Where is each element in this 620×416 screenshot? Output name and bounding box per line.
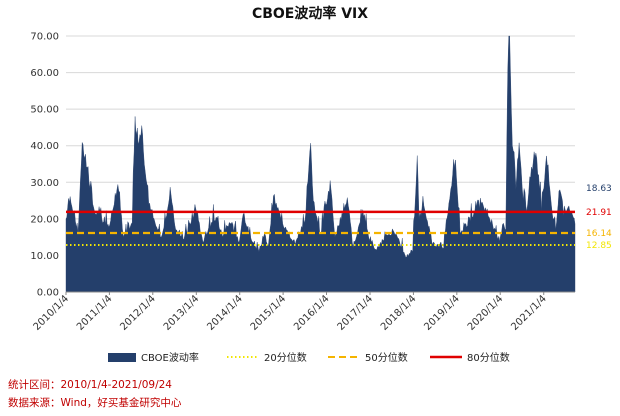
percentile-lines: [66, 210, 575, 247]
x-tick-label: 2012/1/4: [118, 293, 158, 333]
y-tick-label: 70.00: [30, 32, 59, 43]
end-labels: 18.63 21.91 16.14 12.85: [586, 184, 612, 251]
source-note: 数据来源：Wind，好买基金研究中心: [8, 397, 182, 409]
end-label: 16.14: [586, 229, 612, 239]
chart-title: CBOE波动率 VIX: [252, 5, 368, 22]
y-tick-label: 10.00: [30, 251, 59, 262]
y-tick-label: 30.00: [30, 178, 59, 189]
x-tick-label: 2021/1/4: [509, 293, 549, 333]
legend: CBOE波动率 20分位数 50分位数 80分位数: [108, 351, 510, 364]
y-tick-label: 50.00: [30, 105, 59, 116]
legend-item: 20分位数: [227, 351, 307, 364]
legend-label: 50分位数: [365, 351, 408, 364]
legend-item: 80分位数: [430, 351, 510, 364]
end-label: 18.63: [586, 184, 612, 194]
end-label: 21.91: [586, 208, 612, 218]
vix-area: [65, 35, 576, 293]
legend-swatch: [108, 353, 136, 362]
x-tick-label: 2011/1/4: [75, 293, 115, 333]
x-tick-label: 2020/1/4: [466, 293, 506, 333]
end-label: 12.85: [586, 241, 612, 251]
legend-item: CBOE波动率: [108, 351, 199, 364]
area-layer: [65, 35, 576, 293]
y-tick-label: 20.00: [30, 214, 59, 225]
y-tick-label: 0.00: [37, 288, 59, 299]
period-note: 统计区间：2010/1/4-2021/09/24: [8, 379, 172, 391]
legend-item: 50分位数: [328, 351, 408, 364]
legend-label: CBOE波动率: [141, 351, 199, 364]
x-tick-label: 2016/1/4: [292, 293, 332, 333]
y-tick-label: 40.00: [30, 141, 59, 152]
x-tick-label: 2019/1/4: [422, 293, 462, 333]
x-tick-label: 2014/1/4: [205, 293, 245, 333]
x-tick-label: 2013/1/4: [162, 293, 202, 333]
x-tick-label: 2010/1/4: [32, 293, 72, 333]
legend-label: 20分位数: [264, 351, 307, 364]
x-tick-label: 2017/1/4: [336, 293, 376, 333]
x-tick-label: 2018/1/4: [379, 293, 419, 333]
legend-label: 80分位数: [467, 351, 510, 364]
y-tick-label: 60.00: [30, 68, 59, 79]
x-tick-label: 2015/1/4: [249, 293, 289, 333]
